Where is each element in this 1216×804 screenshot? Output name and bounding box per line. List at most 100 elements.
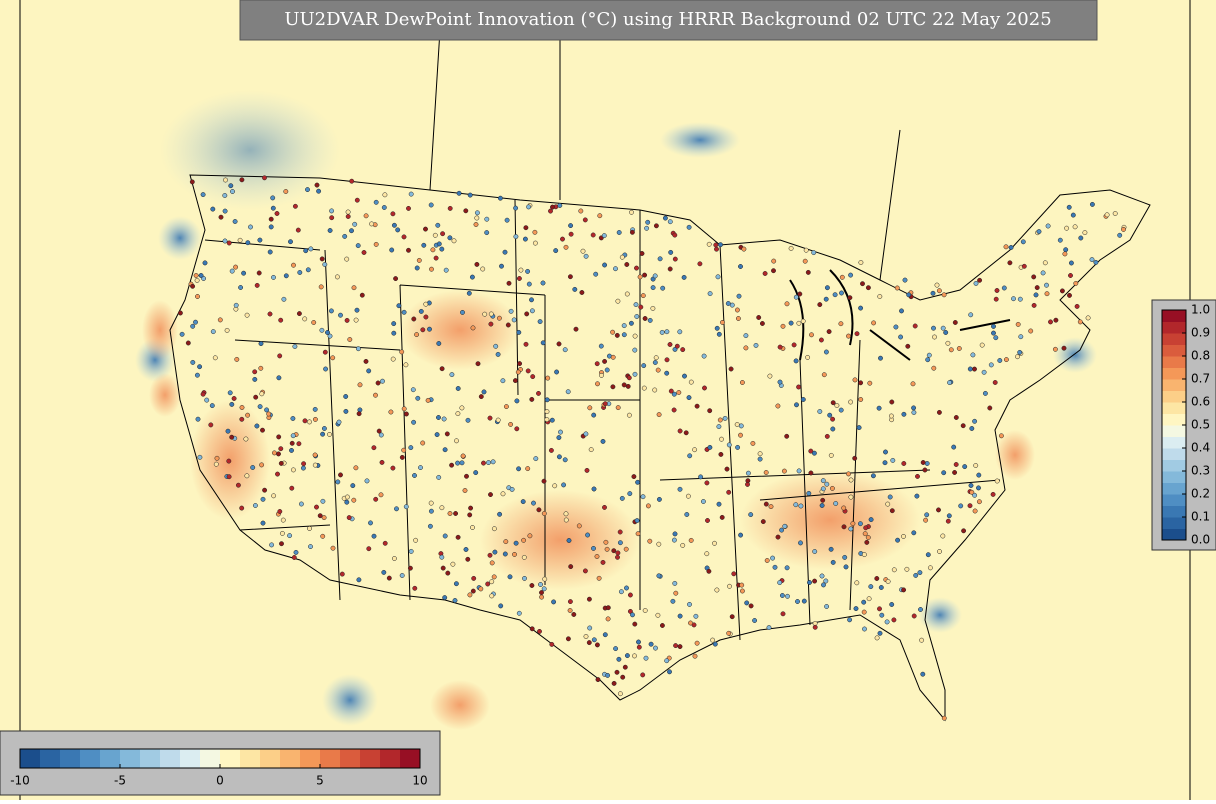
observation-dot: [427, 523, 433, 529]
colorbar-swatch: [240, 749, 261, 768]
observation-dot: [763, 501, 769, 507]
observation-dot: [228, 183, 234, 189]
observation-dot: [516, 610, 522, 616]
observation-dot: [427, 326, 432, 332]
observation-dot: [346, 515, 352, 521]
observation-dot: [958, 503, 964, 509]
observation-dot: [200, 192, 206, 198]
observation-dot: [889, 399, 895, 405]
observation-dot: [976, 472, 982, 478]
observation-dot: [1093, 259, 1099, 265]
observation-dot: [503, 404, 509, 410]
observation-dot: [826, 329, 832, 335]
observation-dot: [291, 555, 297, 560]
observation-dot: [197, 364, 203, 370]
observation-dot: [702, 385, 707, 391]
observation-dot: [391, 330, 397, 336]
observation-dot: [821, 582, 826, 588]
observation-dot: [463, 547, 469, 552]
observation-dot: [179, 331, 185, 337]
observation-dot: [667, 266, 673, 272]
observation-dot: [229, 434, 235, 440]
observation-dot: [312, 452, 318, 458]
observation-dot: [687, 453, 693, 459]
observation-dot: [629, 229, 635, 235]
observation-dot: [668, 249, 674, 255]
observation-dot: [478, 586, 484, 592]
observation-dot: [946, 513, 952, 519]
colorbar-tick-label: 5: [316, 774, 324, 788]
observation-dot: [470, 588, 476, 594]
observation-dot: [777, 344, 783, 350]
observation-dot: [642, 316, 648, 321]
observation-dot: [605, 616, 611, 622]
observation-dot: [627, 491, 633, 497]
observation-dot: [1085, 315, 1091, 321]
colorbar-tick-label: 0.7: [1191, 372, 1210, 386]
observation-dot: [260, 520, 266, 526]
observation-dot: [1028, 328, 1034, 334]
observation-dot: [208, 422, 214, 428]
observation-dot: [278, 446, 284, 452]
observation-dot: [459, 405, 465, 411]
observation-dot: [189, 179, 195, 185]
observation-dot: [936, 507, 941, 513]
colorbar-swatch: [1162, 425, 1186, 437]
observation-dot: [536, 507, 542, 513]
observation-dot: [656, 541, 662, 547]
observation-dot: [667, 342, 673, 347]
observation-dot: [532, 229, 538, 235]
observation-dot: [713, 242, 719, 248]
observation-dot: [244, 473, 250, 479]
observation-dot: [204, 397, 210, 403]
observation-dot: [798, 503, 804, 509]
observation-dot: [335, 479, 341, 485]
observation-dot: [890, 457, 896, 463]
observation-dot: [449, 462, 455, 468]
field-blob: [142, 300, 178, 360]
observation-dot: [1020, 239, 1026, 245]
observation-dot: [459, 460, 465, 466]
observation-dot: [562, 347, 568, 353]
observation-dot: [1031, 274, 1037, 280]
observation-dot: [230, 189, 235, 194]
observation-dot: [685, 493, 691, 499]
observation-dot: [539, 594, 545, 600]
observation-dot: [832, 292, 838, 298]
observation-dot: [529, 626, 535, 632]
observation-dot: [252, 376, 258, 382]
observation-dot: [491, 526, 497, 532]
observation-dot: [852, 377, 858, 383]
observation-dot: [796, 384, 802, 390]
observation-dot: [539, 590, 544, 596]
observation-dot: [775, 534, 781, 540]
observation-dot: [295, 227, 301, 233]
observation-dot: [988, 362, 994, 368]
observation-dot: [538, 582, 543, 587]
observation-dot: [885, 579, 891, 584]
fraction-colorbar: 0.0 0.1 0.2 0.3 0.4 0.5 0.6 0.7 0.8 0.9 1.0: [1161, 303, 1210, 547]
observation-dot: [782, 523, 788, 529]
great-lakes: [789, 269, 1011, 361]
observation-dot: [994, 288, 1000, 293]
observation-dot: [830, 426, 836, 432]
observation-dot: [425, 397, 431, 403]
observation-dot: [697, 261, 703, 267]
observation-dot: [505, 322, 511, 328]
observation-dot: [766, 625, 772, 631]
observation-dot: [307, 526, 312, 531]
observation-dot: [626, 375, 632, 381]
observation-dot: [652, 273, 658, 279]
observation-dot: [605, 605, 611, 611]
observation-dot: [439, 505, 445, 511]
observation-dot: [471, 575, 477, 581]
observation-dot: [488, 321, 494, 327]
observation-dot: [573, 326, 579, 332]
observation-dot: [585, 532, 591, 538]
observation-dot: [752, 618, 758, 623]
observation-dot: [594, 361, 600, 367]
observation-dot: [919, 637, 925, 643]
observation-dot: [998, 433, 1004, 439]
observation-dot: [526, 204, 532, 210]
